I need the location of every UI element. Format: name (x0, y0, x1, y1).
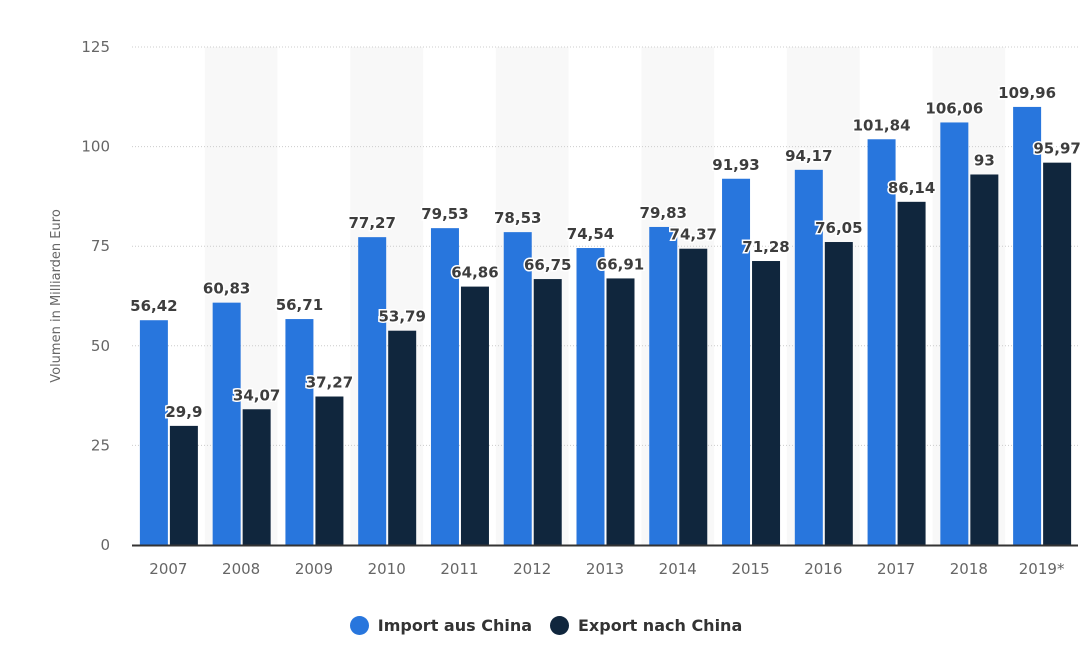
data-label-import: 74,54 (567, 225, 614, 243)
bar-export[interactable] (533, 279, 562, 545)
x-tick-label: 2016 (804, 560, 842, 578)
data-label-export: 53,79 (378, 308, 425, 326)
bar-import[interactable] (722, 178, 751, 545)
x-tick-label: 2017 (877, 560, 915, 578)
data-label-import: 79,53 (421, 205, 468, 223)
data-label-export: 29,9 (165, 403, 202, 421)
bar-import[interactable] (649, 226, 678, 545)
y-tick-label: 0 (100, 536, 110, 554)
data-label-export: 66,91 (597, 255, 644, 273)
x-axis-ticks: 2007 2008 2009 2010 2011 2012 2013 2014 2015 2016… (149, 560, 1065, 578)
data-label-export: 71,28 (742, 238, 789, 256)
bar-export[interactable] (752, 261, 781, 545)
bar-import[interactable] (285, 319, 314, 545)
x-tick-label: 2013 (586, 560, 624, 578)
y-tick-label: 25 (91, 436, 110, 454)
bars (139, 106, 1072, 546)
bar-export[interactable] (388, 330, 417, 545)
bar-export[interactable] (897, 201, 926, 545)
data-label-export: 34,07 (233, 386, 280, 404)
y-axis-ticks: 0 25 50 75 100 125 (81, 38, 110, 554)
data-label-import: 56,71 (276, 296, 323, 314)
y-axis-label: Volumen in Milliarden Euro (49, 209, 64, 383)
bar-import[interactable] (576, 248, 605, 545)
y-tick-label: 100 (81, 138, 110, 156)
export-dot-icon (550, 616, 569, 635)
data-labels: 56,42 29,9 60,83 34,07 56,71 37,27 77,27 53,79 7… (129, 82, 1083, 422)
data-label-import: 78,53 (494, 209, 541, 227)
bar-import[interactable] (794, 169, 823, 545)
data-label-import: 91,93 (712, 156, 759, 174)
bar-export[interactable] (315, 396, 344, 545)
bar-export[interactable] (679, 248, 708, 546)
bar-export[interactable] (970, 174, 999, 545)
data-label-export: 95,97 (1033, 140, 1080, 158)
data-label-import: 56,42 (130, 297, 177, 315)
bar-import[interactable] (139, 320, 168, 545)
bar-import[interactable] (212, 302, 241, 545)
bar-import[interactable] (430, 228, 459, 546)
data-label-export: 66,75 (524, 256, 571, 274)
bar-export[interactable] (169, 425, 198, 545)
data-label-export: 37,27 (306, 374, 353, 392)
x-tick-label: 2010 (368, 560, 406, 578)
data-label-export: 64,86 (451, 264, 498, 282)
x-tick-label: 2009 (295, 560, 333, 578)
bar-export[interactable] (1043, 162, 1072, 545)
legend-item-export[interactable]: Export nach China (550, 616, 742, 635)
y-tick-label: 50 (91, 337, 110, 355)
bar-export[interactable] (606, 278, 635, 545)
x-tick-label: 2014 (659, 560, 697, 578)
legend: Import aus China Export nach China (0, 616, 1092, 635)
bar-export[interactable] (460, 286, 489, 545)
legend-item-import[interactable]: Import aus China (349, 616, 532, 635)
data-label-export: 86,14 (888, 179, 935, 197)
data-label-import: 94,17 (785, 147, 832, 165)
data-label-import: 79,83 (640, 204, 687, 222)
x-tick-label: 2008 (222, 560, 260, 578)
data-label-import: 60,83 (203, 280, 250, 298)
x-tick-label: 2012 (513, 560, 551, 578)
y-tick-label: 75 (91, 237, 110, 255)
bar-import[interactable] (1013, 106, 1042, 545)
bar-import[interactable] (867, 139, 896, 545)
data-label-import: 109,96 (998, 84, 1056, 102)
x-tick-label: 2011 (440, 560, 478, 578)
bar-import[interactable] (503, 232, 532, 545)
x-tick-label: 2007 (149, 560, 187, 578)
bar-import[interactable] (940, 122, 969, 545)
data-label-export: 76,05 (815, 219, 862, 237)
bar-export[interactable] (242, 409, 271, 545)
legend-label-import: Import aus China (377, 616, 532, 635)
data-label-export: 74,37 (670, 226, 717, 244)
legend-label-export: Export nach China (578, 616, 743, 635)
bar-export[interactable] (824, 242, 853, 546)
import-dot-icon (349, 616, 369, 635)
bar-import[interactable] (358, 237, 387, 546)
x-tick-label: 2019* (1019, 560, 1065, 578)
data-label-import: 106,06 (925, 99, 983, 117)
y-tick-label: 125 (81, 38, 110, 56)
data-label-import: 77,27 (348, 214, 395, 232)
x-tick-label: 2015 (731, 560, 769, 578)
data-label-export: 93 (974, 151, 995, 169)
x-tick-label: 2018 (950, 560, 988, 578)
data-label-import: 101,84 (853, 116, 911, 134)
